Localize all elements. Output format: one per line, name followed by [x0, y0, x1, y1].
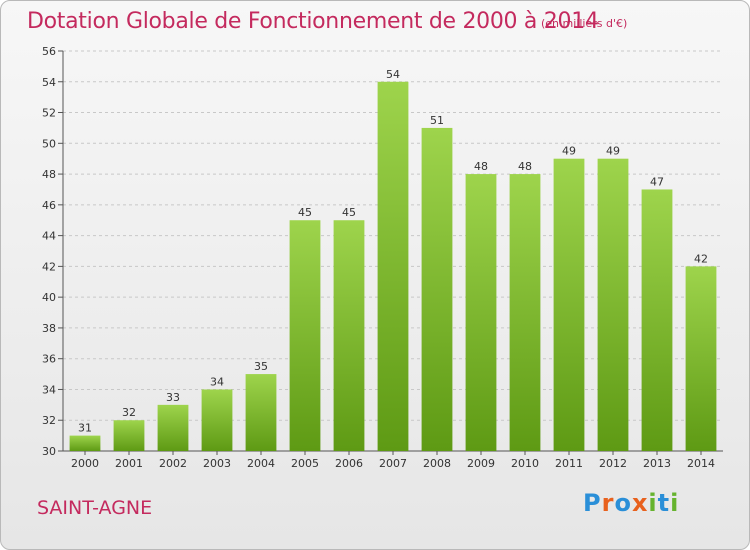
y-tick-label: 30: [42, 445, 56, 458]
data-label-2012: 49: [606, 145, 620, 158]
data-label-2000: 31: [78, 422, 92, 435]
bar-2004: [245, 374, 277, 451]
logo-letter: i: [670, 489, 680, 517]
data-label-2009: 48: [474, 160, 488, 173]
data-label-2006: 45: [342, 206, 356, 219]
bar-2007: [377, 81, 409, 452]
data-label-2011: 49: [562, 145, 576, 158]
x-tick-label-2000: 2000: [71, 457, 99, 470]
data-label-2013: 47: [650, 175, 664, 188]
y-tick-label: 48: [42, 168, 56, 181]
x-tick-label-2003: 2003: [203, 457, 231, 470]
bar-2002: [157, 404, 189, 451]
data-label-2004: 35: [254, 360, 268, 373]
x-tick-label-2012: 2012: [599, 457, 627, 470]
proxiti-logo[interactable]: Proxiti: [583, 489, 679, 517]
x-tick-label-2001: 2001: [115, 457, 143, 470]
commune-name: SAINT-AGNE: [37, 497, 153, 519]
logo-letter: P: [583, 489, 602, 517]
x-tick-label-2007: 2007: [379, 457, 407, 470]
x-tick-label-2011: 2011: [555, 457, 583, 470]
y-tick-label: 54: [42, 76, 56, 89]
bar-2000: [69, 435, 101, 451]
data-label-2002: 33: [166, 391, 180, 404]
logo-letter: t: [657, 489, 671, 517]
bars: [69, 81, 717, 452]
y-tick-label: 44: [42, 230, 56, 243]
logo-letter: i: [648, 489, 658, 517]
data-label-2007: 54: [386, 68, 400, 81]
logo-letter: o: [614, 489, 632, 517]
logo-letter: r: [601, 489, 615, 517]
bar-2006: [333, 220, 365, 451]
x-tick-label-2002: 2002: [159, 457, 187, 470]
bar-2014: [685, 266, 717, 451]
data-label-2003: 34: [210, 375, 224, 388]
axes: 30 32 34 36 38 40 42 44 46 48 50 52 54 56 2000 2001 2002…: [42, 45, 723, 470]
bar-2001: [113, 420, 145, 451]
x-tick-label-2008: 2008: [423, 457, 451, 470]
logo-letter: x: [631, 489, 649, 517]
y-tick-label: 52: [42, 107, 56, 120]
data-label-2001: 32: [122, 406, 136, 419]
data-label-2014: 42: [694, 252, 708, 265]
y-tick-label: 38: [42, 322, 56, 335]
bar-2005: [289, 220, 321, 451]
x-tick-label-2014: 2014: [687, 457, 715, 470]
x-tick-label-2013: 2013: [643, 457, 671, 470]
data-label-2010: 48: [518, 160, 532, 173]
x-tick-label-2009: 2009: [467, 457, 495, 470]
bar-2013: [641, 189, 673, 451]
y-tick-label: 36: [42, 353, 56, 366]
data-labels: 31 32 33 34 35 45 45 54 51 48 48 49 49 47 42: [78, 68, 708, 435]
y-tick-label: 32: [42, 414, 56, 427]
bar-2003: [201, 389, 233, 451]
chart-title: Dotation Globale de Fonctionnement de 20…: [27, 9, 599, 34]
bar-2012: [597, 158, 629, 451]
bar-2011: [553, 158, 585, 451]
x-tick-label-2005: 2005: [291, 457, 319, 470]
y-tick-label: 42: [42, 260, 56, 273]
y-tick-label: 56: [42, 45, 56, 58]
x-tick-label-2006: 2006: [335, 457, 363, 470]
bar-2009: [465, 174, 497, 452]
y-tick-label: 50: [42, 137, 56, 150]
x-tick-label-2010: 2010: [511, 457, 539, 470]
data-label-2005: 45: [298, 206, 312, 219]
x-tick-label-2004: 2004: [247, 457, 275, 470]
y-tick-label: 46: [42, 199, 56, 212]
unit-note: (en milliers d'€): [541, 17, 628, 30]
data-label-2008: 51: [430, 114, 444, 127]
y-tick-label: 40: [42, 291, 56, 304]
y-tick-label: 34: [42, 383, 56, 396]
bar-2008: [421, 127, 453, 451]
bar-2010: [509, 174, 541, 452]
